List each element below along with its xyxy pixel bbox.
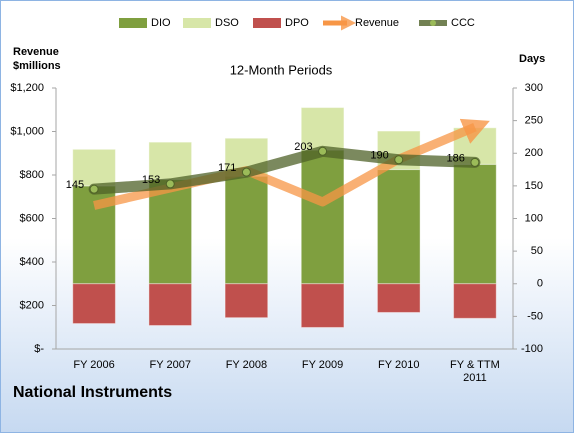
y2-tick-label: 250 xyxy=(525,115,543,127)
legend-swatch xyxy=(430,20,436,26)
y2-tick-label: 0 xyxy=(537,278,543,290)
footer-title: National Instruments xyxy=(13,384,172,401)
bar xyxy=(376,169,421,285)
ccc-marker xyxy=(470,157,480,167)
data-label: 145 xyxy=(66,179,84,191)
data-label: 153 xyxy=(142,174,160,186)
bar xyxy=(300,107,345,151)
y-tick-label: $1,000 xyxy=(10,125,44,137)
x-tick-label: FY 2010 xyxy=(378,359,420,371)
legend-swatch xyxy=(253,18,281,28)
ccc-marker xyxy=(241,167,251,177)
chart-title: 12-Month Periods xyxy=(230,62,333,77)
bar xyxy=(300,283,345,328)
bar xyxy=(148,141,193,180)
y-tick-label: $400 xyxy=(20,256,44,268)
y-tick-label: $800 xyxy=(20,169,44,181)
bar xyxy=(72,283,116,325)
bar xyxy=(300,149,345,285)
ccc-marker xyxy=(318,146,328,156)
ccc-marker xyxy=(89,184,99,194)
legend-label: CCC xyxy=(451,17,475,29)
bar xyxy=(72,148,116,187)
x-tick-label: FY 2008 xyxy=(225,359,268,371)
legend-label: DSO xyxy=(215,17,239,29)
y-tick-label: $- xyxy=(34,343,44,355)
bar xyxy=(376,283,421,313)
legend-label: DPO xyxy=(285,17,309,29)
y2-tick-label: -100 xyxy=(521,343,543,355)
bar xyxy=(148,283,193,327)
y2-tick-label: 150 xyxy=(525,180,543,192)
y-tick-label: $1,200 xyxy=(10,82,44,94)
data-label: 190 xyxy=(370,150,388,162)
x-tick-label: FY 2009 xyxy=(301,359,344,371)
data-label: 203 xyxy=(294,141,312,153)
y-axis-label: Revenue $millions xyxy=(13,46,61,72)
legend-label: DIO xyxy=(151,17,171,29)
bar xyxy=(453,283,497,319)
y2-axis-label: Days xyxy=(519,53,545,65)
y2-tick-label: 50 xyxy=(531,245,543,257)
bar xyxy=(453,163,497,285)
x-tick-label: FY & TTM 2011 xyxy=(450,359,500,384)
legend-swatch xyxy=(119,18,147,28)
data-label: 171 xyxy=(218,162,236,174)
revenue-line xyxy=(93,118,490,210)
legend-label: Revenue xyxy=(355,17,399,29)
legend-swatch xyxy=(183,18,211,28)
bar xyxy=(224,283,269,319)
x-tick-label: FY 2007 xyxy=(149,359,191,371)
y-tick-label: $200 xyxy=(20,299,44,311)
y-tick-label: $600 xyxy=(20,212,44,224)
y2-tick-label: 100 xyxy=(525,212,543,224)
ccc-marker xyxy=(394,155,404,165)
x-tick-label: FY 2006 xyxy=(73,359,115,371)
data-label: 186 xyxy=(447,152,465,164)
ccc-line xyxy=(88,145,481,195)
ccc-marker xyxy=(165,179,175,189)
y2-tick-label: -50 xyxy=(527,310,543,322)
y2-tick-label: 300 xyxy=(525,82,543,94)
bar xyxy=(224,175,269,285)
y2-tick-label: 200 xyxy=(525,147,543,159)
